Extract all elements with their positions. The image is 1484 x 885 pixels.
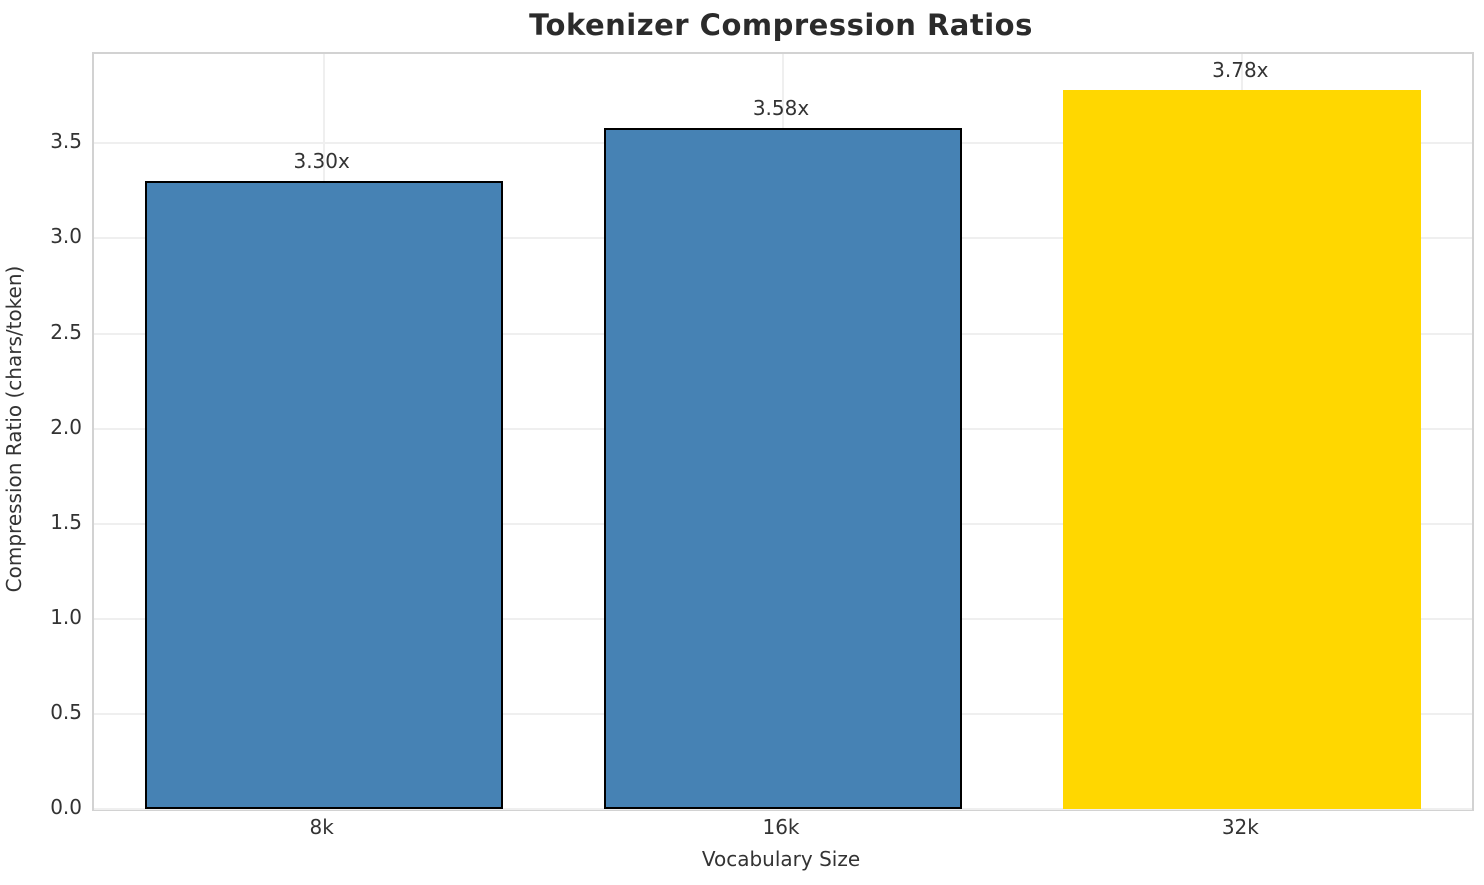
bar-8k (145, 181, 503, 809)
ytick-label-0.5: 0.5 (50, 699, 82, 724)
gridline-horizontal (94, 808, 1472, 810)
ytick-label-3.5: 3.5 (50, 129, 82, 154)
ytick-label-2.5: 2.5 (50, 319, 82, 344)
ytick-label-3.0: 3.0 (50, 224, 82, 249)
xtick-label-8k: 8k (309, 815, 334, 839)
ytick-label-2.0: 2.0 (50, 414, 82, 439)
xtick-label-16k: 16k (762, 815, 800, 839)
bar-value-label-32k: 3.78x (1212, 58, 1269, 82)
plot-area (92, 52, 1474, 811)
bar-value-label-16k: 3.58x (752, 96, 810, 120)
bar-value-label-8k: 3.30x (293, 149, 350, 173)
ytick-label-1.5: 1.5 (50, 509, 82, 534)
ytick-label-0.0: 0.0 (50, 795, 82, 819)
ytick-label-1.0: 1.0 (50, 604, 82, 629)
y-axis-label: Compression Ratio (chars/token) (2, 265, 26, 593)
xtick-label-32k: 32k (1221, 815, 1259, 839)
bar-32k (1063, 90, 1421, 809)
bar-16k (604, 128, 962, 809)
x-axis-label: Vocabulary Size (701, 847, 861, 871)
chart-title: Tokenizer Compression Ratios (529, 8, 1033, 42)
